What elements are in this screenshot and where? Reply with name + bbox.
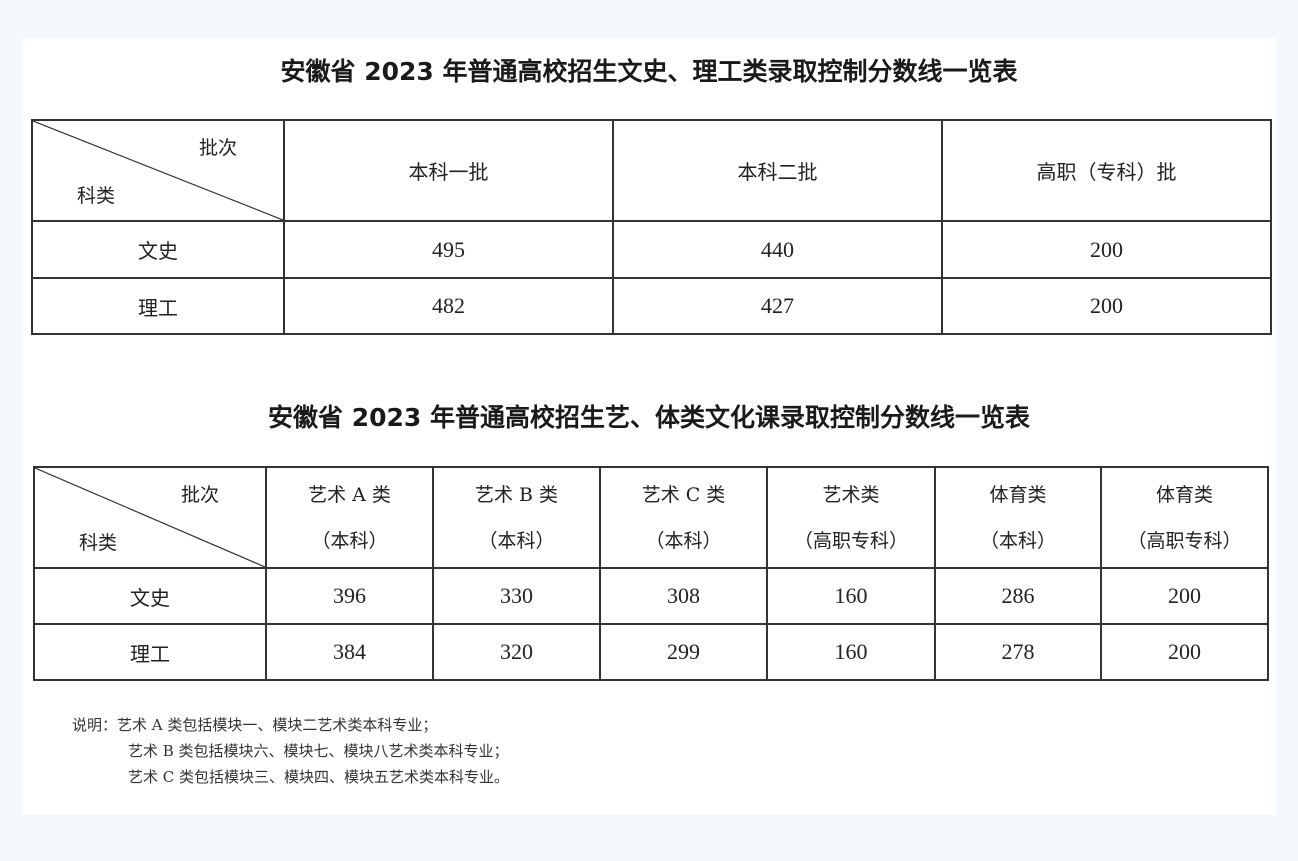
column-header: 体育类 （高职专科） (1100, 466, 1269, 569)
score-cell: 299 (599, 623, 768, 681)
header-line1: 艺术类 (822, 483, 880, 506)
diagonal-line (35, 468, 265, 567)
corner-bottom-label: 科类 (79, 532, 118, 554)
table2: 批次 科类 艺术 A 类 （本科） 艺术 B 类 （本科） 艺术 C 类 （本科） 艺… (33, 466, 1269, 681)
score-cell: 200 (1100, 567, 1269, 625)
score-cell: 200 (1100, 623, 1269, 681)
table1: 批次 科类 本科一批 本科二批 高职（专科）批 文史 495 440 200 理… (31, 119, 1272, 335)
row-label: 文史 (31, 220, 285, 279)
note-line: 说明：艺术 A 类包括模块一、模块二艺术类本科专业； (72, 716, 438, 734)
header-line2: （本科） (979, 529, 1056, 552)
score-cell: 384 (265, 623, 434, 681)
table2-title: 安徽省 2023 年普通高校招生艺、体类文化课录取控制分数线一览表 (268, 403, 1030, 432)
table1-header-row: 批次 科类 本科一批 本科二批 高职（专科）批 (31, 119, 1272, 222)
header-line2: （本科） (311, 529, 388, 552)
header-line2: （本科） (478, 529, 555, 552)
table-row: 理工 482 427 200 (31, 277, 1272, 335)
score-cell: 330 (432, 567, 601, 625)
score-cell: 308 (599, 567, 768, 625)
score-cell: 320 (432, 623, 601, 681)
table2-header-row: 批次 科类 艺术 A 类 （本科） 艺术 B 类 （本科） 艺术 C 类 （本科） 艺… (33, 466, 1269, 569)
table-row: 文史 495 440 200 (31, 220, 1272, 279)
notes: 说明：艺术 A 类包括模块一、模块二艺术类本科专业； 艺术 B 类包括模块六、模… (72, 712, 509, 790)
table1-title: 安徽省 2023 年普通高校招生文史、理工类录取控制分数线一览表 (280, 57, 1018, 86)
score-cell: 286 (934, 567, 1102, 625)
column-header: 本科一批 (283, 119, 614, 222)
note-line: 艺术 C 类包括模块三、模块四、模块五艺术类本科专业。 (128, 768, 510, 786)
header-line1: 艺术 C 类 (641, 483, 726, 506)
header-line1: 体育类 (1155, 483, 1213, 506)
header-line1: 艺术 A 类 (308, 483, 391, 506)
column-header: 本科二批 (612, 119, 943, 222)
column-header: 艺术 A 类 （本科） (265, 466, 434, 569)
header-line2: （高职专科） (1127, 529, 1242, 552)
table-row: 理工 384 320 299 160 278 200 (33, 623, 1269, 681)
header-line2: （本科） (645, 529, 722, 552)
row-label: 文史 (33, 567, 267, 625)
score-cell: 160 (766, 567, 936, 625)
column-header: 体育类 （本科） (934, 466, 1102, 569)
table2-corner-cell: 批次 科类 (33, 466, 267, 569)
score-cell: 495 (283, 220, 614, 279)
corner-top-label: 批次 (198, 137, 237, 159)
table1-corner-cell: 批次 科类 (31, 119, 285, 222)
score-cell: 427 (612, 277, 943, 335)
score-cell: 278 (934, 623, 1102, 681)
column-header: 高职（专科）批 (941, 119, 1272, 222)
table-row: 文史 396 330 308 160 286 200 (33, 567, 1269, 625)
score-cell: 200 (941, 277, 1272, 335)
column-header: 艺术 C 类 （本科） (599, 466, 768, 569)
diagonal-line (33, 121, 283, 220)
score-cell: 482 (283, 277, 614, 335)
header-line1: 艺术 B 类 (474, 483, 559, 506)
row-label: 理工 (31, 277, 285, 335)
column-header: 艺术 B 类 （本科） (432, 466, 601, 569)
header-line1: 体育类 (989, 483, 1047, 506)
corner-top-label: 批次 (180, 484, 219, 506)
row-label: 理工 (33, 623, 267, 681)
corner-bottom-label: 科类 (77, 185, 116, 207)
score-cell: 200 (941, 220, 1272, 279)
score-cell: 440 (612, 220, 943, 279)
note-line: 艺术 B 类包括模块六、模块七、模块八艺术类本科专业； (128, 742, 509, 760)
column-header: 艺术类 （高职专科） (766, 466, 936, 569)
score-cell: 396 (265, 567, 434, 625)
score-cell: 160 (766, 623, 936, 681)
header-line2: （高职专科） (793, 529, 908, 552)
